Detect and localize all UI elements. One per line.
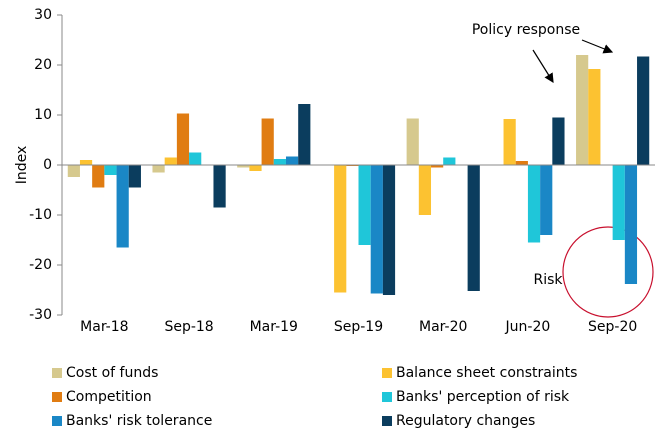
legend-label: Regulatory changes bbox=[396, 413, 535, 429]
x-tick-label: Sep-18 bbox=[164, 319, 213, 335]
bar bbox=[358, 165, 371, 245]
bar bbox=[176, 113, 190, 165]
bar bbox=[527, 165, 541, 243]
bar bbox=[443, 157, 456, 165]
bar bbox=[92, 165, 105, 188]
arrow bbox=[532, 49, 554, 84]
bar bbox=[370, 165, 383, 294]
y-tick-label: 20 bbox=[34, 57, 52, 73]
legend-label: Balance sheet constraints bbox=[396, 365, 577, 381]
x-tick-label: Mar-18 bbox=[80, 319, 128, 335]
y-tick-label: 10 bbox=[34, 107, 52, 123]
bar bbox=[237, 165, 250, 168]
bar bbox=[515, 161, 528, 165]
legend-swatch bbox=[52, 416, 62, 426]
bar bbox=[273, 159, 286, 165]
legend-swatch bbox=[382, 392, 392, 402]
y-tick-label: 30 bbox=[34, 7, 52, 23]
bar bbox=[116, 165, 129, 248]
bar bbox=[334, 165, 347, 293]
bar bbox=[249, 165, 262, 171]
bar bbox=[612, 165, 625, 240]
bar bbox=[79, 160, 93, 165]
legend-swatch bbox=[382, 416, 392, 426]
bar bbox=[540, 165, 553, 235]
legend-swatch bbox=[52, 392, 62, 402]
bar bbox=[128, 165, 141, 188]
bar bbox=[67, 165, 80, 177]
bar bbox=[467, 165, 480, 291]
bar bbox=[552, 117, 565, 165]
bar bbox=[213, 165, 226, 208]
bar bbox=[637, 56, 650, 165]
bar bbox=[503, 119, 516, 165]
x-tick-label: Sep-20 bbox=[588, 319, 637, 335]
bar bbox=[261, 118, 274, 165]
bar bbox=[152, 165, 165, 173]
bar bbox=[104, 165, 117, 175]
arrow bbox=[581, 39, 614, 54]
annotation: Risk bbox=[533, 272, 563, 288]
bar bbox=[624, 165, 638, 284]
bar bbox=[189, 152, 202, 165]
annotation: Policy response bbox=[472, 22, 580, 38]
x-tick-label: Sep-19 bbox=[334, 319, 383, 335]
bar bbox=[418, 165, 432, 215]
y-tick-label: 0 bbox=[43, 157, 52, 173]
legend-swatch bbox=[52, 368, 62, 378]
y-tick-label: -30 bbox=[29, 307, 52, 323]
x-tick-label: Mar-19 bbox=[250, 319, 298, 335]
highlight-circle bbox=[562, 226, 654, 318]
legend-label: Competition bbox=[66, 389, 152, 405]
y-tick-label: -20 bbox=[29, 257, 52, 273]
x-tick-label: Mar-20 bbox=[419, 319, 467, 335]
bar bbox=[382, 165, 396, 295]
legend-swatch bbox=[382, 368, 392, 378]
legend-label: Banks' perception of risk bbox=[396, 389, 570, 405]
legend-label: Cost of funds bbox=[66, 365, 158, 381]
bar bbox=[431, 165, 444, 168]
bar bbox=[164, 157, 177, 165]
y-axis-label: Index bbox=[14, 146, 30, 185]
bar bbox=[576, 55, 589, 165]
bar bbox=[285, 156, 299, 165]
bar bbox=[406, 118, 419, 165]
legend-label: Banks' risk tolerance bbox=[66, 413, 212, 429]
bar bbox=[588, 69, 601, 165]
y-tick-label: -10 bbox=[29, 207, 52, 223]
bar bbox=[298, 104, 311, 165]
x-tick-label: Jun-20 bbox=[505, 319, 551, 335]
